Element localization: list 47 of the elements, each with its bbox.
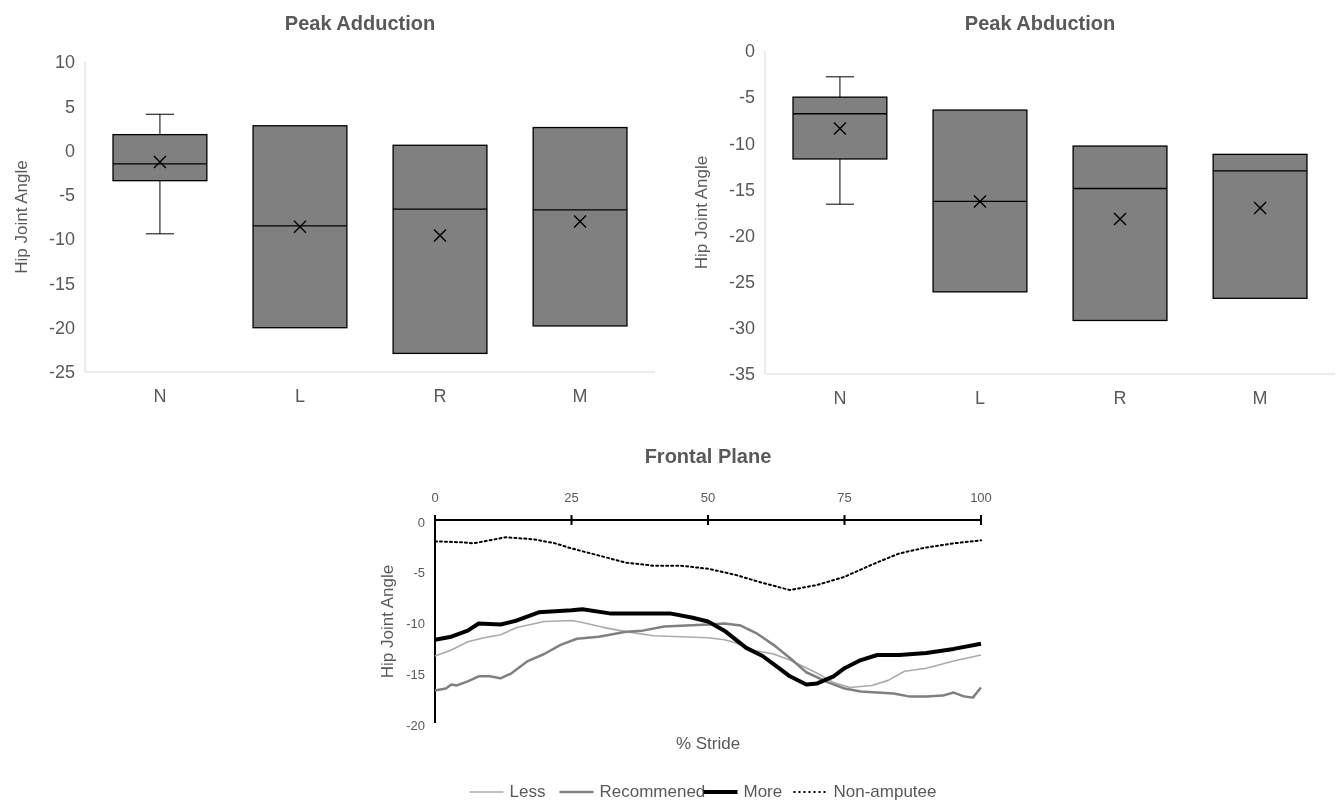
y-tick-label: -5 — [738, 87, 755, 108]
y-tick-label: 0 — [417, 514, 425, 530]
y-tick-label: -25 — [728, 272, 755, 293]
legend-label: Recommened — [599, 782, 706, 801]
y-tick-label: -25 — [48, 362, 75, 383]
x-tick-label: M — [1252, 388, 1268, 408]
chart-title: Peak Adduction — [284, 12, 436, 34]
y-tick-label: -5 — [58, 185, 75, 206]
y-axis-title: Hip Joint Angle — [692, 155, 711, 270]
x-tick-label: N — [833, 388, 847, 408]
y-tick-label: 10 — [54, 52, 75, 73]
y-tick-label: -15 — [728, 179, 755, 200]
y-tick-label: -15 — [48, 273, 75, 294]
x-tick-label: L — [974, 388, 985, 408]
y-tick-label: -20 — [48, 318, 75, 339]
legend-label: Non-amputee — [833, 782, 937, 801]
y-tick-label: -5 — [413, 565, 425, 581]
y-tick-label: 5 — [64, 96, 75, 117]
x-tick-label: R — [1113, 388, 1127, 408]
y-tick-label: 0 — [64, 140, 75, 161]
y-axis-title: Hip Joint Angle — [378, 564, 397, 679]
y-tick-label: 0 — [744, 41, 755, 62]
y-tick-label: -10 — [48, 229, 75, 250]
line-series — [433, 622, 983, 699]
chart-title: Frontal Plane — [644, 445, 772, 467]
legend-label: Less — [509, 782, 546, 801]
y-tick-label: -35 — [728, 364, 755, 385]
y-tick-label: -20 — [406, 717, 425, 733]
y-axis-title: Hip Joint Angle — [12, 160, 31, 274]
legend-label: More — [743, 782, 783, 801]
line-series — [434, 619, 982, 689]
y-tick-label: -10 — [728, 133, 755, 154]
x-tick-label: N — [153, 386, 167, 406]
y-tick-label: -10 — [406, 616, 425, 631]
x-axis-title: % Stride — [675, 734, 741, 753]
x-tick-label: 25 — [564, 490, 579, 505]
x-tick-label: 100 — [970, 490, 992, 505]
x-tick-label: L — [294, 386, 305, 406]
chart-title: Peak Abduction — [964, 12, 1116, 34]
x-tick-label: 0 — [431, 490, 439, 505]
x-tick-label: R — [433, 386, 447, 406]
x-tick-label: 75 — [837, 490, 852, 505]
y-tick-label: -15 — [406, 666, 425, 682]
x-tick-label: 50 — [700, 490, 716, 505]
x-tick-label: M — [572, 386, 588, 406]
y-tick-label: -30 — [728, 318, 755, 339]
y-tick-label: -20 — [728, 225, 755, 246]
